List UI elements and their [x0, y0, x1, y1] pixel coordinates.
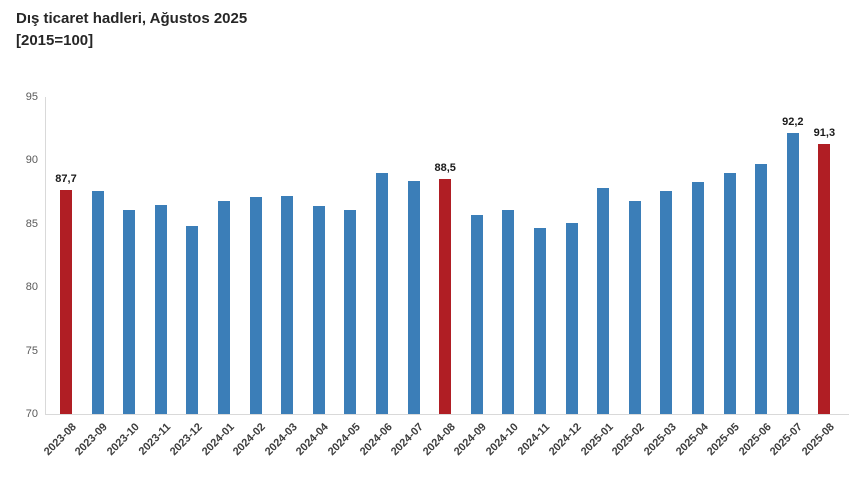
bar-2024-08 [439, 179, 452, 414]
x-tick-label: 2024-02 [231, 421, 269, 459]
chart-title: Dış ticaret hadleri, Ağustos 2025 [2015=… [16, 8, 247, 52]
bar-2025-02 [628, 200, 641, 414]
x-tick-label: 2023-11 [136, 421, 174, 458]
data-label-2023-08: 87,7 [55, 172, 77, 185]
bar-2023-11 [154, 204, 167, 414]
bar-2023-08 [60, 189, 72, 414]
bar-2025-05 [723, 173, 736, 414]
chart-title-line1: Dış ticaret hadleri, Ağustos 2025 [16, 10, 248, 27]
x-tick-label: 2025-04 [673, 421, 711, 459]
bar-2024-11 [534, 227, 546, 414]
x-tick-label: 2025-08 [799, 421, 837, 459]
y-tick-label: 85 [25, 217, 38, 230]
bar-2024-10 [502, 209, 515, 414]
x-tick-label: 2025-07 [768, 421, 806, 459]
y-tick-label: 75 [25, 344, 38, 357]
x-tick-label: 2023-10 [104, 421, 142, 459]
data-label-2025-07: 92,2 [782, 115, 804, 128]
x-tick-label: 2024-11 [515, 421, 553, 458]
chart-title-line2: [2015=100] [16, 32, 94, 49]
x-tick-label: 2025-06 [736, 421, 774, 459]
x-tick-label: 2024-12 [547, 421, 585, 459]
data-label-2025-08: 91,3 [813, 126, 836, 139]
bar-2024-03 [281, 195, 294, 414]
bar-2025-01 [597, 188, 610, 414]
plot-area: 2023-08 2023-09 2023-10 2023-11 2023-12 2024-… [41, 97, 849, 458]
bar-2025-06 [755, 164, 768, 414]
bar-2024-06 [376, 173, 388, 414]
x-tick-label: 2024-03 [262, 421, 300, 459]
x-tick-label: 2024-10 [483, 421, 521, 459]
x-tick-label: 2025-03 [641, 421, 679, 459]
x-tick-label: 2024-06 [357, 421, 395, 459]
x-tick-label: 2024-09 [452, 421, 490, 459]
y-tick-label: 70 [25, 408, 38, 420]
x-tick-label: 2023-08 [41, 421, 79, 459]
x-tick-label: 2024-04 [294, 421, 332, 459]
x-tick-label: 2025-05 [705, 421, 743, 459]
bar-2024-01 [218, 200, 230, 414]
bar-2025-04 [692, 181, 704, 414]
x-tick-label: 2024-01 [199, 421, 237, 459]
bar-2024-09 [470, 214, 483, 414]
x-tick-label: 2023-09 [73, 421, 111, 459]
bar-2025-08 [818, 143, 831, 414]
x-tick-label: 2025-01 [578, 421, 616, 459]
data-label-2024-08: 88,5 [434, 162, 456, 175]
x-tick-label: 2024-08 [420, 421, 458, 459]
bar-2024-05 [344, 209, 357, 414]
y-axis-labels: 70 75 80 85 90 95 [0, 91, 38, 420]
y-tick-label: 95 [25, 91, 38, 103]
x-tick-label: 2024-05 [325, 421, 363, 459]
bar-2024-02 [249, 197, 262, 414]
bar-2025-03 [660, 190, 673, 414]
bar-2024-04 [312, 206, 325, 414]
bar-2025-07 [786, 132, 799, 414]
bar-2023-10 [123, 209, 136, 414]
y-tick-label: 80 [25, 281, 38, 294]
y-tick-label: 90 [25, 154, 38, 167]
bar-2024-12 [565, 222, 578, 414]
x-tick-label: 2024-07 [389, 421, 427, 459]
bar-2023-12 [186, 226, 199, 414]
bar-2024-07 [407, 180, 420, 414]
bar-2023-09 [91, 190, 104, 414]
x-tick-label: 2023-12 [167, 421, 205, 459]
x-tick-label: 2025-02 [610, 421, 648, 459]
